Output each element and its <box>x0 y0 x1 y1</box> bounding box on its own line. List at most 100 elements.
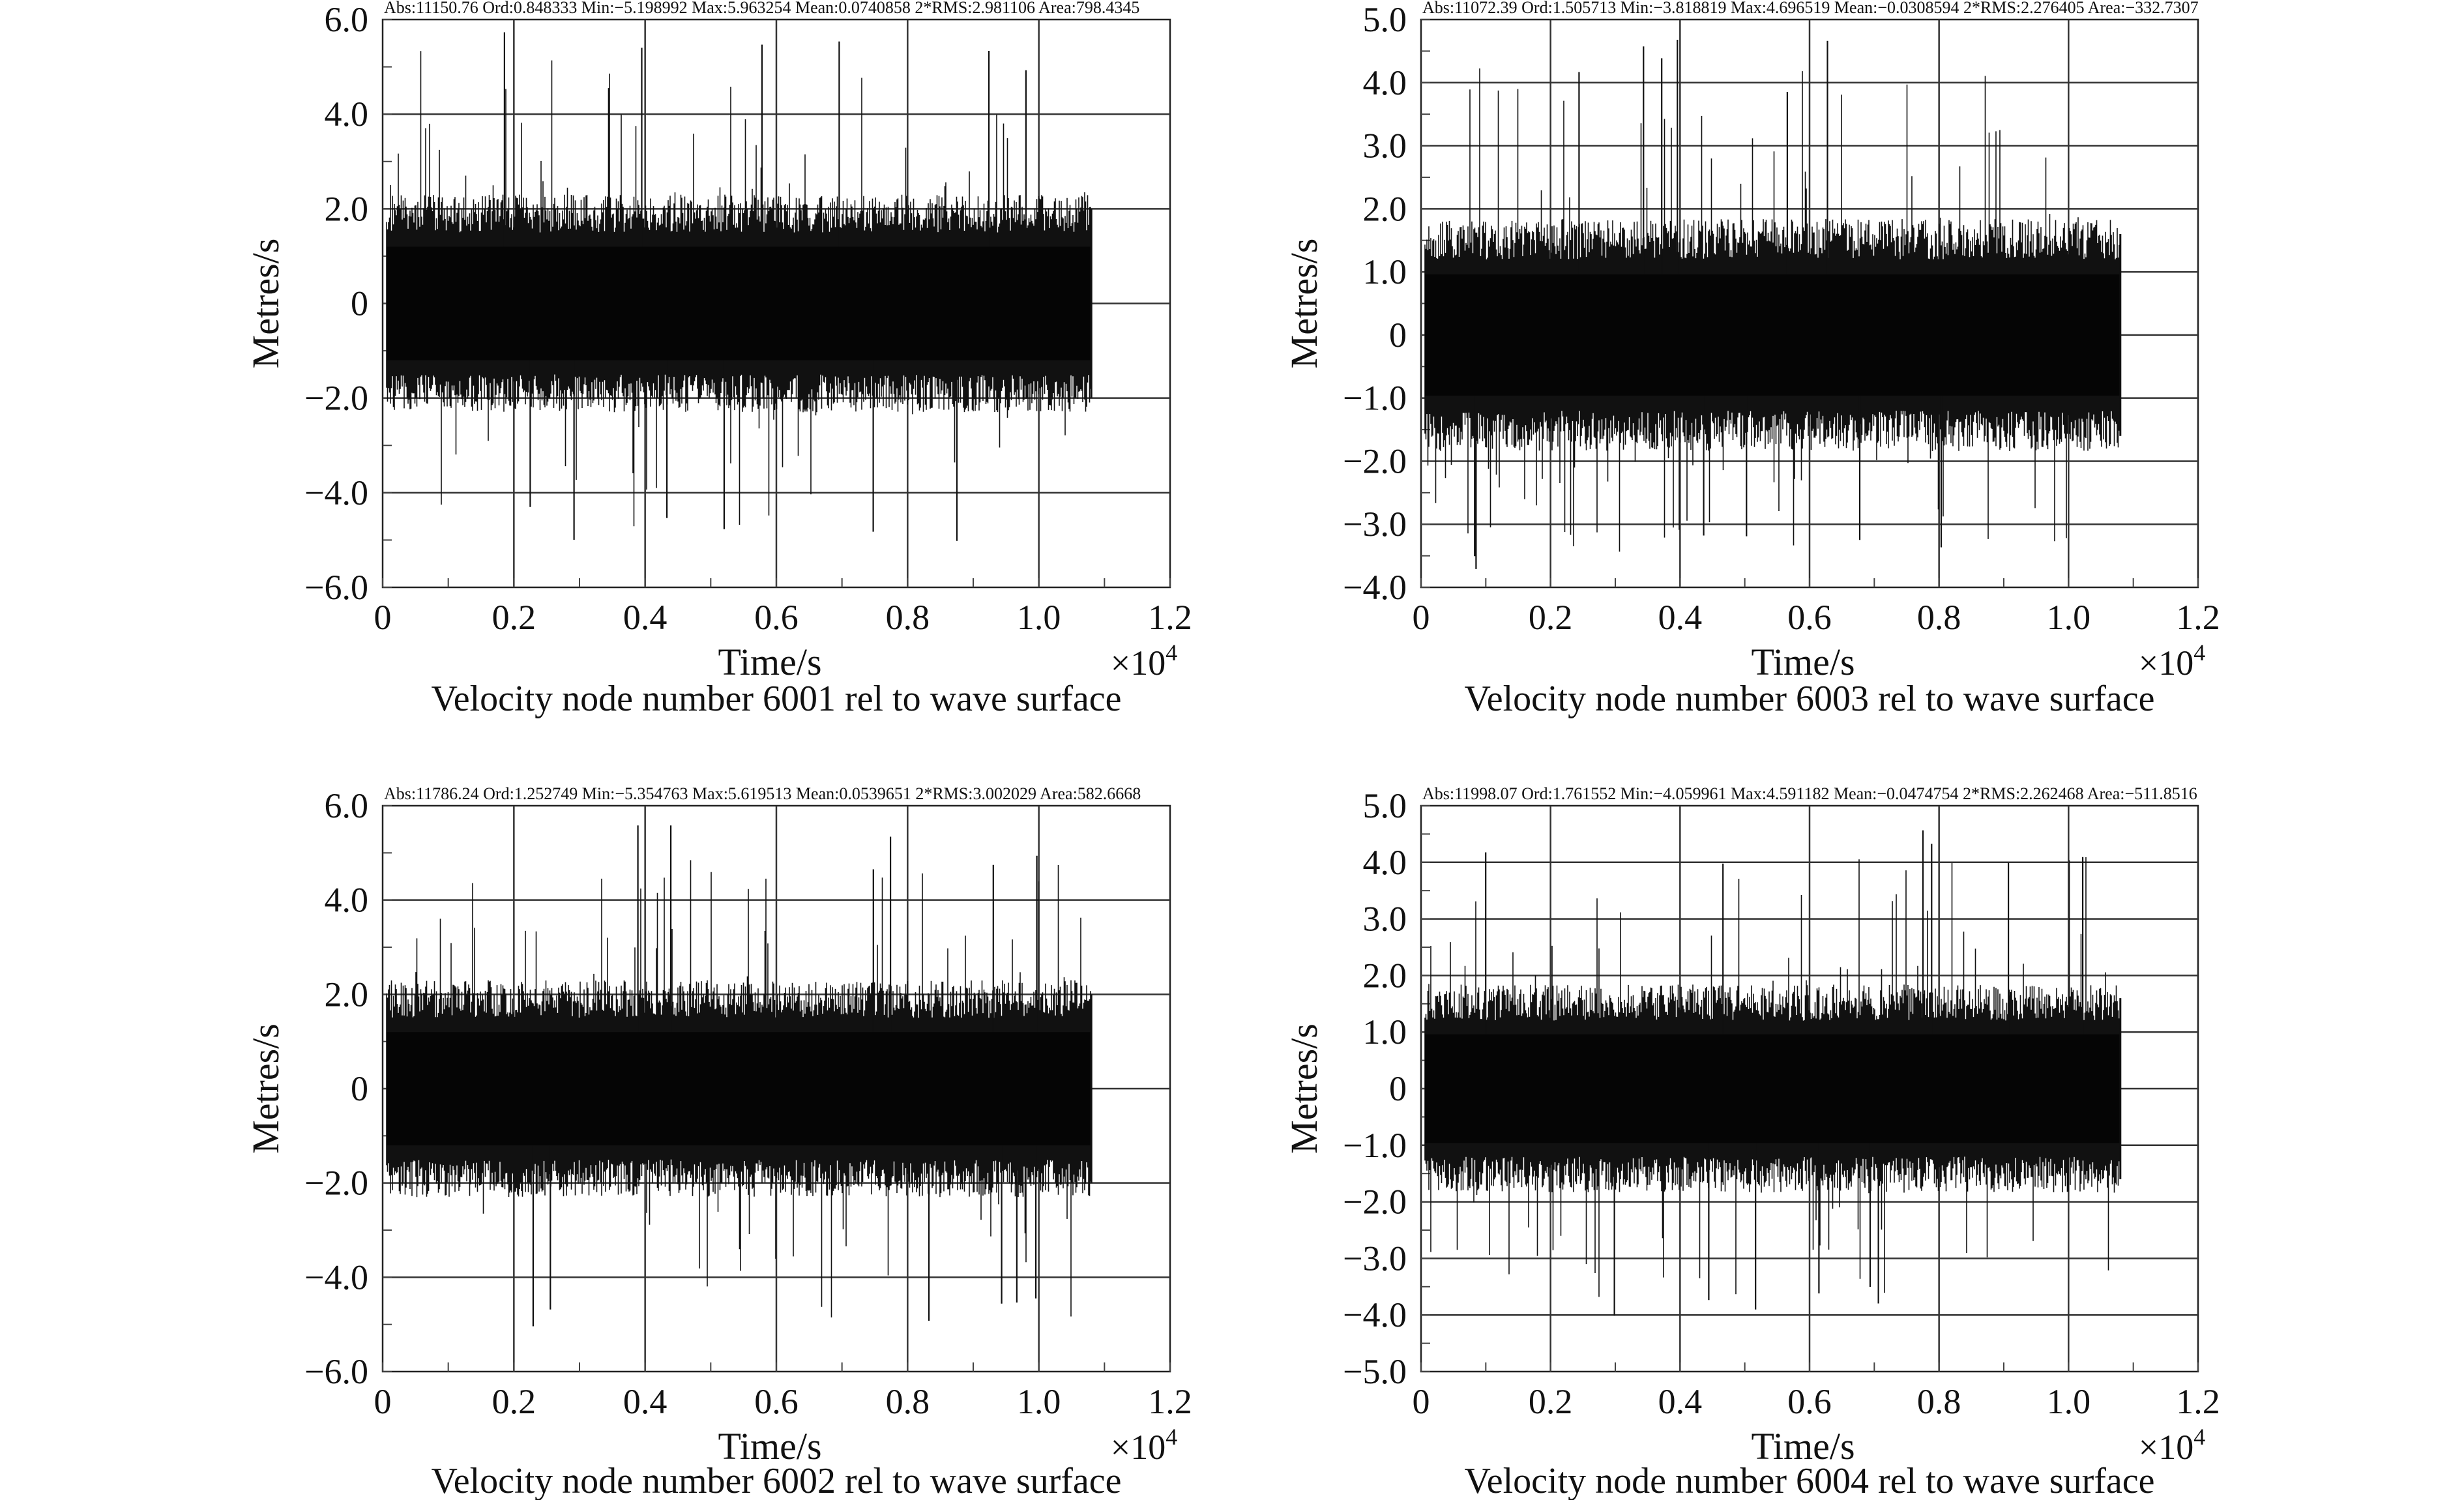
x-axis-label: Time/s <box>1751 1425 1855 1467</box>
y-tick-label: 4.0 <box>1363 63 1407 102</box>
y-tick-label: 0 <box>1389 1069 1407 1108</box>
chart-caption: Velocity node number 6002 rel to wave su… <box>432 1461 1122 1500</box>
x-tick-label: 0.2 <box>492 1382 536 1421</box>
velocity-peak-spikes <box>1485 830 2084 1316</box>
x-multiplier-base: ×10 <box>1111 1428 1166 1467</box>
velocity-dense-band <box>387 1032 1092 1145</box>
y-tick-label: −4.0 <box>1343 568 1407 607</box>
y-tick-label: 1.0 <box>1363 252 1407 291</box>
chart-panel-4: Abs:11998.07 Ord:1.761552 Min:−4.059961 … <box>1283 784 2220 1500</box>
x-tick-label: 0 <box>1413 598 1430 637</box>
y-axis-label: Metres/s <box>244 1023 287 1154</box>
velocity-dense-band <box>387 246 1092 360</box>
velocity-peak-spikes <box>532 825 1038 1327</box>
x-tick-label: 0.4 <box>623 1382 667 1421</box>
chart-caption: Velocity node number 6004 rel to wave su… <box>1465 1461 2155 1500</box>
y-tick-label: −3.0 <box>1343 1239 1407 1278</box>
y-tick-label: −2.0 <box>304 379 368 418</box>
chart-panel-3: Abs:11786.24 Ord:1.252749 Min:−5.354763 … <box>244 784 1192 1500</box>
x-tick-label: 0.8 <box>1917 598 1961 637</box>
x-multiplier-exponent: 4 <box>1166 1424 1177 1450</box>
x-axis-label: Time/s <box>1751 641 1855 683</box>
y-axis-label: Metres/s <box>244 239 287 369</box>
stats-readout: Abs:11998.07 Ord:1.761552 Min:−4.059961 … <box>1422 784 2197 803</box>
x-tick-label: 0.8 <box>886 1382 930 1421</box>
chart-panel-2: Abs:11072.39 Ord:1.505713 Min:−3.818819 … <box>1283 0 2220 719</box>
x-multiplier-exponent: 4 <box>1166 640 1177 666</box>
y-tick-label: 0 <box>351 284 368 323</box>
y-tick-label: 2.0 <box>1363 189 1407 228</box>
velocity-peak-spikes <box>1474 40 1943 569</box>
y-tick-label: −2.0 <box>1343 441 1407 480</box>
y-axis-label: Metres/s <box>1283 1023 1325 1154</box>
x-tick-label: 0.6 <box>754 598 799 637</box>
y-axis-label: Metres/s <box>1283 239 1325 369</box>
x-tick-label: 0.6 <box>754 1382 799 1421</box>
x-tick-label: 1.2 <box>1148 598 1192 637</box>
y-tick-label: 2.0 <box>325 975 369 1014</box>
x-tick-label: 0.4 <box>623 598 667 637</box>
y-tick-label: −6.0 <box>304 568 368 607</box>
x-tick-label: 0 <box>374 1382 392 1421</box>
y-tick-label: 5.0 <box>1363 0 1407 39</box>
x-tick-label: 0.2 <box>1529 598 1573 637</box>
x-tick-label: 0.2 <box>1529 1382 1573 1421</box>
y-tick-label: 4.0 <box>1363 843 1407 882</box>
x-axis-label: Time/s <box>718 1425 821 1467</box>
y-tick-label: −2.0 <box>1343 1183 1407 1222</box>
y-tick-label: −1.0 <box>1343 379 1407 418</box>
stats-readout: Abs:11150.76 Ord:0.848333 Min:−5.198992 … <box>384 0 1139 17</box>
chart-caption: Velocity node number 6003 rel to wave su… <box>1465 679 2155 719</box>
chart-caption: Velocity node number 6001 rel to wave su… <box>432 679 1122 719</box>
y-tick-label: 6.0 <box>325 786 369 825</box>
x-axis-multiplier: ×104 <box>1111 640 1177 683</box>
x-tick-label: 0.8 <box>1917 1382 1961 1421</box>
x-tick-label: 1.0 <box>2047 1382 2091 1421</box>
x-axis-label: Time/s <box>718 641 821 683</box>
x-multiplier-exponent: 4 <box>2193 640 2205 666</box>
y-tick-label: 3.0 <box>1363 126 1407 166</box>
velocity-dense-band <box>1425 274 2120 396</box>
x-tick-label: 0 <box>1413 1382 1430 1421</box>
y-tick-label: 1.0 <box>1363 1012 1407 1051</box>
x-tick-label: 1.2 <box>2176 598 2220 637</box>
x-tick-label: 0.4 <box>1658 598 1703 637</box>
x-tick-label: 0.2 <box>492 598 536 637</box>
x-multiplier-base: ×10 <box>2139 1428 2193 1467</box>
x-tick-label: 0 <box>374 598 392 637</box>
x-multiplier-base: ×10 <box>2139 643 2193 683</box>
y-tick-label: 5.0 <box>1363 786 1407 825</box>
velocity-dense-band <box>1425 1034 2120 1143</box>
y-tick-label: 6.0 <box>325 0 369 39</box>
y-tick-label: 4.0 <box>325 95 369 134</box>
y-tick-label: −4.0 <box>1343 1295 1407 1334</box>
y-tick-label: −3.0 <box>1343 505 1407 544</box>
x-tick-label: 0.6 <box>1787 598 1832 637</box>
x-tick-label: 0.4 <box>1658 1382 1703 1421</box>
x-tick-label: 0.6 <box>1787 1382 1832 1421</box>
stats-readout: Abs:11072.39 Ord:1.505713 Min:−3.818819 … <box>1422 0 2199 17</box>
y-tick-label: 0 <box>1389 316 1407 355</box>
x-multiplier-exponent: 4 <box>2193 1424 2205 1450</box>
stats-readout: Abs:11786.24 Ord:1.252749 Min:−5.354763 … <box>384 784 1141 803</box>
x-multiplier-base: ×10 <box>1111 643 1166 683</box>
y-tick-label: 3.0 <box>1363 900 1407 939</box>
x-axis-multiplier: ×104 <box>2139 1424 2205 1467</box>
x-tick-label: 1.2 <box>1148 1382 1192 1421</box>
x-tick-label: 1.0 <box>2047 598 2091 637</box>
x-axis-multiplier: ×104 <box>1111 1424 1177 1467</box>
x-tick-label: 1.0 <box>1017 1382 1061 1421</box>
x-tick-label: 1.2 <box>2176 1382 2220 1421</box>
y-tick-label: 0 <box>351 1069 368 1108</box>
y-tick-label: −5.0 <box>1343 1352 1407 1391</box>
y-tick-label: −2.0 <box>304 1164 368 1203</box>
y-tick-label: −4.0 <box>304 1257 368 1297</box>
x-axis-multiplier: ×104 <box>2139 640 2205 683</box>
y-tick-label: 2.0 <box>1363 956 1407 995</box>
y-tick-label: 2.0 <box>325 189 369 228</box>
y-tick-label: −4.0 <box>304 473 368 512</box>
velocity-peak-spikes <box>503 32 1027 541</box>
y-tick-label: 4.0 <box>325 881 369 920</box>
chart-panel-1: Abs:11150.76 Ord:0.848333 Min:−5.198992 … <box>244 0 1192 719</box>
